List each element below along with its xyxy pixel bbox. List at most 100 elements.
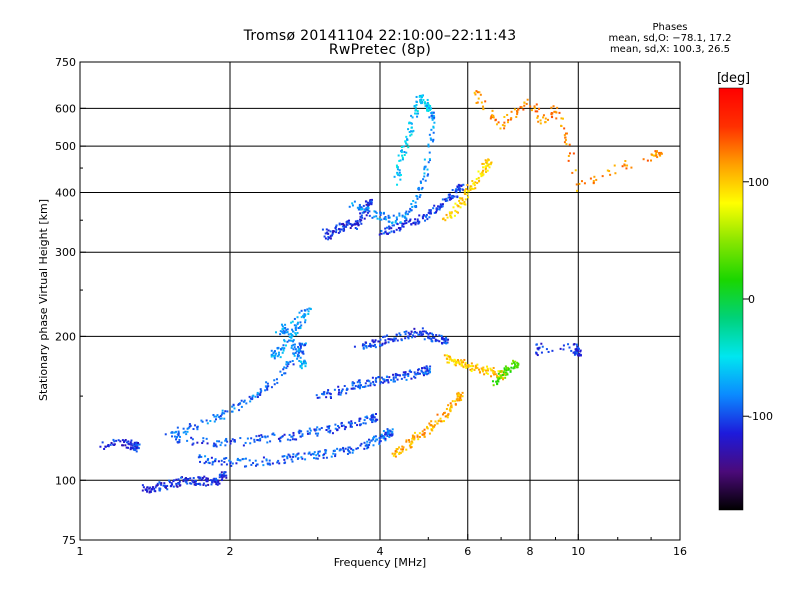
echo-point xyxy=(214,481,217,484)
echo-point xyxy=(396,373,399,376)
echo-point xyxy=(481,162,484,165)
echo-point xyxy=(373,215,376,218)
echo-point xyxy=(579,354,582,357)
echo-point xyxy=(414,223,417,226)
echo-point xyxy=(268,462,271,465)
echo-point xyxy=(299,321,302,324)
echo-point xyxy=(224,410,227,413)
echo-point xyxy=(196,428,199,431)
echo-point xyxy=(418,435,421,438)
echo-point xyxy=(552,105,555,108)
echo-point xyxy=(536,354,539,357)
echo-point xyxy=(494,118,497,121)
echo-point xyxy=(303,314,306,317)
echo-point xyxy=(254,395,257,398)
echo-point xyxy=(386,428,389,431)
echo-point xyxy=(463,203,466,206)
echo-point xyxy=(291,438,294,441)
echo-point xyxy=(350,447,353,450)
echo-point xyxy=(441,336,444,339)
echo-point xyxy=(368,443,371,446)
echo-point xyxy=(550,106,553,109)
echo-point xyxy=(485,161,488,164)
echo-point xyxy=(660,152,663,155)
echo-point xyxy=(421,433,424,436)
echo-point xyxy=(417,112,420,115)
echo-point xyxy=(379,382,382,385)
echo-point xyxy=(192,428,195,431)
echo-point xyxy=(574,169,577,172)
echo-point xyxy=(350,422,353,425)
echo-point xyxy=(360,442,363,445)
echo-point xyxy=(248,459,251,462)
echo-point xyxy=(410,370,413,373)
echo-point xyxy=(421,217,424,220)
echo-point xyxy=(516,366,519,369)
echo-point xyxy=(327,229,330,232)
echo-point xyxy=(413,371,416,374)
echo-point xyxy=(176,433,179,436)
echo-point xyxy=(259,437,262,440)
echo-point xyxy=(405,135,408,138)
echo-point xyxy=(338,222,341,225)
echo-point xyxy=(236,457,239,460)
echo-point xyxy=(429,332,432,335)
echo-point xyxy=(482,169,485,172)
echo-point xyxy=(395,216,398,219)
echo-point xyxy=(331,231,334,234)
echo-point xyxy=(186,427,189,430)
echo-point xyxy=(401,445,404,448)
echo-point xyxy=(304,362,307,365)
echo-point xyxy=(471,365,474,368)
echo-point xyxy=(418,196,421,199)
echo-point xyxy=(425,215,428,218)
echo-point xyxy=(303,316,306,319)
echo-point xyxy=(398,214,401,217)
echo-point xyxy=(547,118,550,121)
echo-point xyxy=(113,440,116,443)
echo-point xyxy=(456,211,459,214)
echo-point xyxy=(331,432,334,435)
echo-point xyxy=(279,330,282,333)
echo-point xyxy=(137,447,140,450)
echo-point xyxy=(439,420,442,423)
echo-point xyxy=(467,365,470,368)
echo-point xyxy=(575,348,578,351)
echo-point xyxy=(492,371,495,374)
echo-point xyxy=(327,430,330,433)
echo-point xyxy=(265,381,268,384)
echo-point xyxy=(394,450,397,453)
echo-point xyxy=(173,435,176,438)
echo-point xyxy=(287,453,290,456)
echo-point xyxy=(288,335,291,338)
echo-point xyxy=(387,220,390,223)
echo-point xyxy=(570,349,573,352)
echo-point xyxy=(387,214,390,217)
echo-point xyxy=(383,335,386,338)
echo-point xyxy=(196,482,199,485)
echo-point xyxy=(447,413,450,416)
echo-point xyxy=(187,478,190,481)
echo-point xyxy=(658,153,661,156)
echo-point xyxy=(351,384,354,387)
echo-point xyxy=(351,449,354,452)
echo-point xyxy=(370,203,373,206)
echo-point xyxy=(369,384,372,387)
echo-point xyxy=(301,343,304,346)
echo-point xyxy=(286,340,289,343)
echo-point xyxy=(376,376,379,379)
echo-point xyxy=(399,178,402,181)
echo-point xyxy=(189,482,192,485)
echo-point xyxy=(403,376,406,379)
echo-point xyxy=(254,459,257,462)
echo-point xyxy=(394,376,397,379)
echo-point xyxy=(506,113,509,116)
echo-point xyxy=(340,389,343,392)
echo-point xyxy=(392,373,395,376)
echo-point xyxy=(342,424,345,427)
echo-point xyxy=(337,231,340,234)
echo-point xyxy=(289,360,292,363)
echo-point xyxy=(365,346,368,349)
echo-point xyxy=(155,484,158,487)
echo-point xyxy=(348,451,351,454)
